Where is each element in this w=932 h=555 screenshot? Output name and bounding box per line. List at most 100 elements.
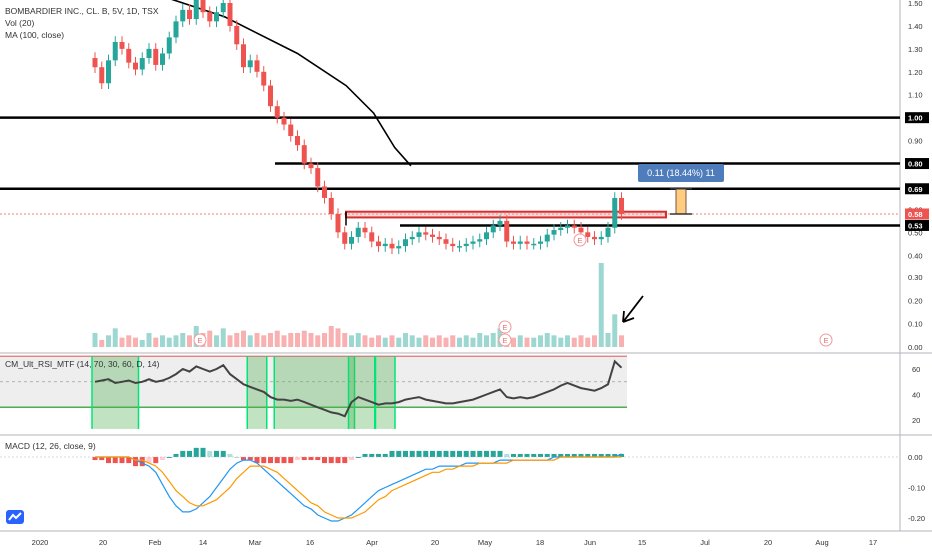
- volume-bar: [396, 337, 402, 347]
- macd-signal-line: [95, 456, 622, 519]
- volume-bar: [443, 337, 449, 347]
- candle-body: [389, 243, 395, 249]
- volume-bar: [612, 314, 618, 347]
- volume-bar: [578, 335, 584, 347]
- measure-label-text: 0.11 (18.44%) 11: [647, 168, 715, 178]
- candle-body: [254, 60, 260, 72]
- volume-bar: [571, 337, 577, 347]
- volume-bar: [484, 335, 489, 347]
- macd-histogram-bar: [403, 450, 408, 457]
- volume-bar: [139, 340, 145, 347]
- rsi-axis-tick: 60: [912, 365, 920, 374]
- macd-histogram-bar: [416, 450, 422, 457]
- candle-body: [119, 41, 125, 49]
- macd-histogram-bar: [369, 453, 375, 457]
- candle-body: [511, 241, 516, 244]
- volume-bar: [403, 333, 408, 347]
- macd-histogram-bar: [538, 453, 543, 457]
- rsi-axis-tick: 40: [912, 391, 920, 400]
- price-axis-tick: 1.40: [908, 22, 923, 31]
- volume-axis-tick: 0.10: [908, 320, 923, 329]
- candle-body: [538, 241, 543, 244]
- legend-rsi[interactable]: CM_Ult_RSI_MTF (14, 70, 30, 60, D, 14): [5, 359, 160, 369]
- volume-bar: [315, 335, 321, 347]
- volume-bar: [524, 337, 530, 347]
- price-level-tag-label: 0.80: [908, 160, 923, 169]
- candle-body: [308, 163, 314, 169]
- volume-bar: [436, 335, 442, 347]
- earnings-marker: [498, 320, 512, 334]
- macd-histogram-bar: [146, 457, 152, 464]
- candle-body: [376, 241, 381, 247]
- macd-histogram-bar: [578, 453, 584, 457]
- volume-bar: [146, 333, 152, 347]
- macd-histogram-bar: [106, 457, 111, 464]
- volume-bar: [598, 263, 604, 347]
- price-level-tag-label: 0.58: [908, 210, 923, 219]
- price-level-tag-label: 0.69: [908, 185, 923, 194]
- arrow-annotation: [622, 295, 644, 323]
- macd-histogram-bar: [234, 457, 240, 458]
- volume-bar: [558, 337, 564, 347]
- macd-histogram-bar: [443, 450, 449, 457]
- price-level-tag-label: 0.53: [908, 221, 923, 230]
- volume-bar: [382, 337, 388, 347]
- candle-body: [592, 236, 597, 240]
- candle-body: [126, 48, 132, 63]
- macd-histogram-bar: [362, 453, 368, 457]
- x-axis-tick: Jun: [584, 538, 596, 547]
- volume-axis-tick: 0.00: [908, 343, 923, 352]
- macd-histogram-bar: [484, 450, 489, 457]
- candle-body: [436, 236, 442, 240]
- candle-body: [112, 41, 118, 61]
- candle-body: [106, 60, 111, 84]
- legend-ma[interactable]: MA (100, close): [5, 30, 65, 40]
- volume-bar: [207, 330, 213, 347]
- macd-histogram-bar: [423, 450, 429, 457]
- measure-range-box: [675, 188, 687, 215]
- x-axis-tick: 16: [306, 538, 314, 547]
- candle-body: [612, 197, 618, 228]
- macd-histogram-bar: [430, 450, 435, 457]
- candle-body: [133, 62, 138, 70]
- candle-body: [328, 197, 334, 214]
- candle-body: [281, 117, 287, 125]
- tradingview-logo-icon[interactable]: [6, 510, 24, 524]
- price-level-tag: [905, 208, 929, 220]
- candle-body: [261, 71, 267, 86]
- x-axis-tick: Apr: [366, 538, 378, 547]
- earnings-marker-label: E: [577, 236, 582, 245]
- volume-bar: [409, 335, 415, 347]
- macd-histogram-bar: [504, 453, 510, 457]
- x-axis-tick: Aug: [815, 538, 828, 547]
- legend-macd[interactable]: MACD (12, 26, close, 9): [5, 441, 96, 451]
- candle-body: [497, 220, 503, 226]
- candle-body: [544, 234, 550, 242]
- volume-bar: [349, 335, 354, 347]
- legend-volume[interactable]: Vol (20): [5, 18, 35, 28]
- candle-body: [193, 0, 199, 20]
- volume-axis-tick: 0.30: [908, 273, 923, 282]
- price-level-tag-label: 1.00: [908, 114, 923, 123]
- macd-histogram-bar: [335, 457, 341, 464]
- macd-histogram-bar: [173, 453, 179, 457]
- candle-body: [477, 239, 483, 242]
- candle-body: [335, 213, 341, 233]
- macd-axis-tick: -0.10: [908, 484, 925, 493]
- macd-histogram-bar: [315, 457, 321, 461]
- candle-body: [463, 243, 469, 247]
- candle-body: [598, 236, 604, 240]
- volume-bar: [355, 333, 361, 347]
- macd-histogram-bar: [322, 457, 327, 464]
- candle-body: [139, 58, 145, 70]
- rsi-oversold-region: [274, 356, 355, 429]
- candle-body: [524, 241, 530, 244]
- candle-body: [274, 106, 280, 118]
- candle-body: [322, 186, 327, 198]
- macd-histogram-bar: [342, 457, 348, 464]
- volume-bar: [430, 337, 435, 347]
- legend-title[interactable]: BOMBARDIER INC., CL. B, 5V, 1D, TSX: [5, 6, 159, 16]
- candle-body: [214, 12, 219, 22]
